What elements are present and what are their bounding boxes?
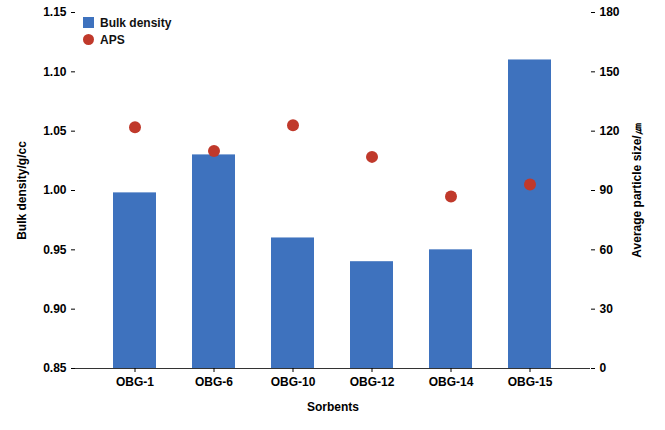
svg-text:Bulk density/g/cc: Bulk density/g/cc bbox=[15, 141, 29, 240]
svg-text:0: 0 bbox=[600, 361, 607, 375]
svg-text:1.00: 1.00 bbox=[43, 183, 67, 197]
svg-text:1.05: 1.05 bbox=[43, 124, 67, 138]
svg-text:150: 150 bbox=[600, 65, 620, 79]
svg-text:180: 180 bbox=[600, 5, 620, 19]
svg-text:30: 30 bbox=[600, 302, 614, 316]
svg-text:0.85: 0.85 bbox=[43, 361, 67, 375]
svg-text:0.90: 0.90 bbox=[43, 302, 67, 316]
svg-text:OBG-6: OBG-6 bbox=[195, 375, 233, 389]
svg-text:1.15: 1.15 bbox=[43, 5, 67, 19]
svg-text:OBG-14: OBG-14 bbox=[429, 375, 474, 389]
html-text:Bulk density: Bulk density bbox=[100, 15, 172, 30]
svg-text:90: 90 bbox=[600, 183, 614, 197]
svg-text:OBG-15: OBG-15 bbox=[508, 375, 553, 389]
svg-text:OBG-12: OBG-12 bbox=[350, 375, 395, 389]
svg-text:120: 120 bbox=[600, 124, 620, 138]
svg-text:OBG-1: OBG-1 bbox=[116, 375, 154, 389]
svg-text:Average particle size/㎛: Average particle size/㎛ bbox=[630, 123, 644, 257]
svg-text:60: 60 bbox=[600, 243, 614, 257]
svg-text:0.95: 0.95 bbox=[43, 243, 67, 257]
svg-text:1.10: 1.10 bbox=[43, 65, 67, 79]
svg-text:Sorbents: Sorbents bbox=[307, 400, 359, 414]
html-text:APS: APS bbox=[100, 32, 125, 47]
svg-text:OBG-10: OBG-10 bbox=[271, 375, 316, 389]
